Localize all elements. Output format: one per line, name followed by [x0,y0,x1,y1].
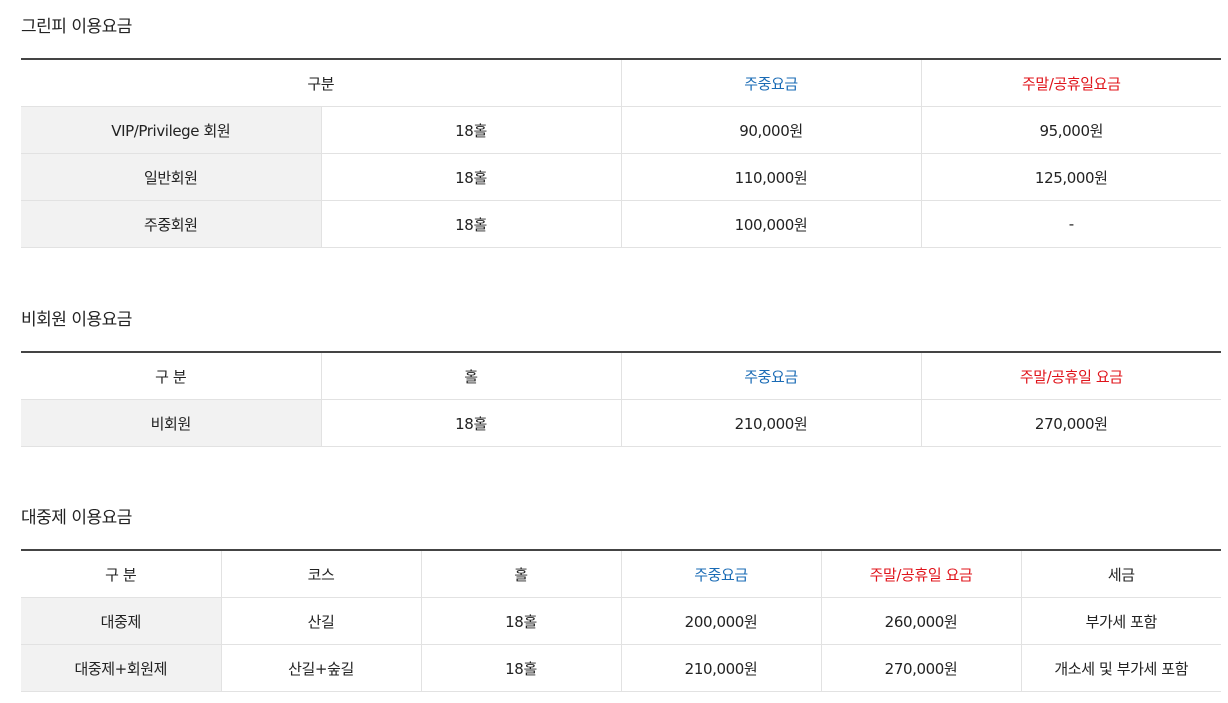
table-header-row: 구분 주중요금 주말/공휴일요금 [21,58,1221,107]
table-row: 대중제 산길 18홀 200,000원 260,000원 부가세 포함 [21,597,1221,645]
table-row: 대중제+회원제 산길+숲길 18홀 210,000원 270,000원 개소세 … [21,644,1221,692]
header-course: 코스 [220,549,421,598]
table-row: 주중회원 18홀 100,000원 - [21,200,1221,248]
weekend-fee: 95,000원 [920,106,1221,154]
member-type: 대중제+회원제 [21,644,221,692]
weekday-fee: 210,000원 [620,399,921,447]
holes-cell: 18홀 [320,399,621,447]
table-row: 일반회원 18홀 110,000원 125,000원 [21,153,1221,201]
course-cell: 산길+숲길 [220,644,421,692]
member-type: 대중제 [21,597,221,645]
nonmember-title: 비회원 이용요금 [21,310,132,330]
public-title: 대중제 이용요금 [21,508,132,528]
weekend-fee: 125,000원 [920,153,1221,201]
member-type: 비회원 [21,399,321,447]
greenfee-title: 그린피 이용요금 [21,17,132,37]
public-table: 구 분 코스 홀 주중요금 주말/공휴일 요금 세금 대중제 산길 18홀 20… [21,549,1221,692]
weekend-fee: 260,000원 [820,597,1021,645]
header-holes: 홀 [420,549,621,598]
member-type: 주중회원 [21,200,321,248]
tax-cell: 부가세 포함 [1020,597,1221,645]
holes-cell: 18홀 [420,644,621,692]
weekday-fee: 210,000원 [620,644,821,692]
table-row: 비회원 18홀 210,000원 270,000원 [21,399,1221,447]
header-weekend: 주말/공휴일 요금 [820,549,1021,598]
table-header-row: 구 분 코스 홀 주중요금 주말/공휴일 요금 세금 [21,549,1221,598]
header-category: 구 분 [21,351,321,400]
course-cell: 산길 [220,597,421,645]
weekday-fee: 90,000원 [620,106,921,154]
header-holes: 홀 [320,351,621,400]
weekday-fee: 200,000원 [620,597,821,645]
tax-cell: 개소세 및 부가세 포함 [1020,644,1221,692]
holes-cell: 18홀 [320,106,621,154]
table-header-row: 구 분 홀 주중요금 주말/공휴일 요금 [21,351,1221,400]
header-category: 구분 [21,58,621,107]
greenfee-table: 구분 주중요금 주말/공휴일요금 VIP/Privilege 회원 18홀 90… [21,58,1221,248]
weekend-fee: 270,000원 [920,399,1221,447]
weekend-fee: - [920,200,1221,248]
weekday-fee: 100,000원 [620,200,921,248]
holes-cell: 18홀 [320,153,621,201]
holes-cell: 18홀 [420,597,621,645]
member-type: 일반회원 [21,153,321,201]
header-tax: 세금 [1020,549,1221,598]
nonmember-table: 구 분 홀 주중요금 주말/공휴일 요금 비회원 18홀 210,000원 27… [21,351,1221,447]
holes-cell: 18홀 [320,200,621,248]
header-weekday: 주중요금 [620,58,921,107]
weekday-fee: 110,000원 [620,153,921,201]
member-type: VIP/Privilege 회원 [21,106,321,154]
weekend-fee: 270,000원 [820,644,1021,692]
header-category: 구 분 [21,549,221,598]
header-weekday: 주중요금 [620,549,821,598]
header-weekend: 주말/공휴일 요금 [920,351,1221,400]
header-weekday: 주중요금 [620,351,921,400]
header-weekend: 주말/공휴일요금 [920,58,1221,107]
table-row: VIP/Privilege 회원 18홀 90,000원 95,000원 [21,106,1221,154]
